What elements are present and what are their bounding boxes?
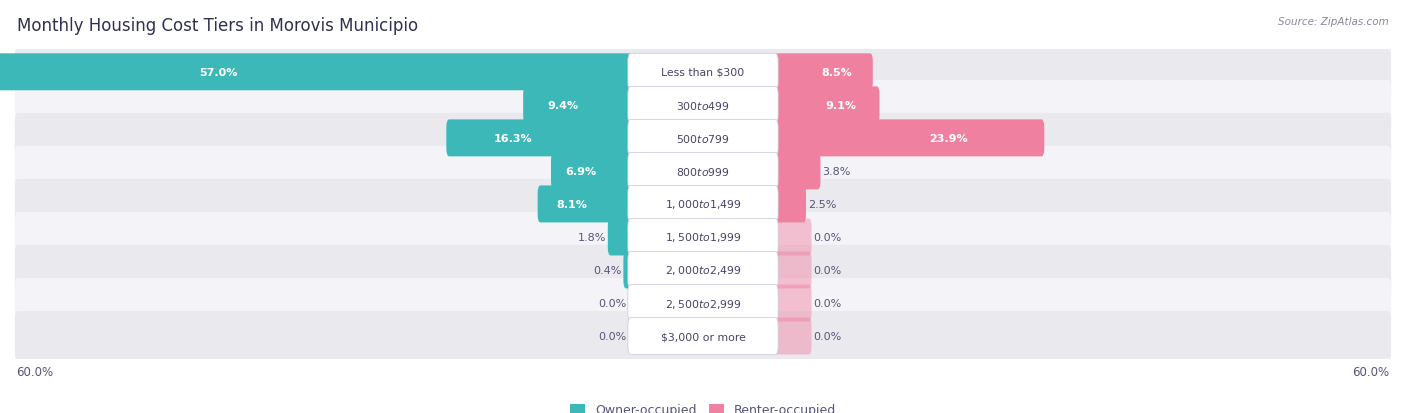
Text: $3,000 or more: $3,000 or more (661, 331, 745, 341)
Text: 0.0%: 0.0% (813, 265, 842, 275)
Text: $1,000 to $1,499: $1,000 to $1,499 (665, 198, 741, 211)
Text: $1,500 to $1,999: $1,500 to $1,999 (665, 231, 741, 244)
FancyBboxPatch shape (773, 153, 821, 190)
FancyBboxPatch shape (15, 212, 1391, 262)
Text: 9.1%: 9.1% (825, 101, 856, 111)
Text: 0.0%: 0.0% (813, 298, 842, 308)
FancyBboxPatch shape (628, 153, 778, 190)
Text: 0.0%: 0.0% (813, 331, 842, 341)
FancyBboxPatch shape (607, 219, 633, 256)
FancyBboxPatch shape (773, 285, 811, 322)
FancyBboxPatch shape (628, 120, 778, 157)
Text: 0.0%: 0.0% (598, 331, 626, 341)
FancyBboxPatch shape (551, 153, 633, 190)
Text: 23.9%: 23.9% (929, 133, 967, 144)
FancyBboxPatch shape (773, 120, 1045, 157)
FancyBboxPatch shape (15, 114, 1391, 164)
Text: Monthly Housing Cost Tiers in Morovis Municipio: Monthly Housing Cost Tiers in Morovis Mu… (17, 17, 418, 34)
FancyBboxPatch shape (628, 186, 778, 223)
Text: 9.4%: 9.4% (547, 101, 578, 111)
FancyBboxPatch shape (15, 311, 1391, 361)
FancyBboxPatch shape (446, 120, 633, 157)
FancyBboxPatch shape (773, 87, 880, 124)
FancyBboxPatch shape (15, 278, 1391, 328)
FancyBboxPatch shape (773, 54, 873, 91)
Text: Source: ZipAtlas.com: Source: ZipAtlas.com (1278, 17, 1389, 26)
Text: 16.3%: 16.3% (494, 133, 531, 144)
FancyBboxPatch shape (773, 219, 811, 256)
FancyBboxPatch shape (523, 87, 633, 124)
Text: 2.5%: 2.5% (807, 199, 837, 209)
FancyBboxPatch shape (773, 252, 811, 289)
FancyBboxPatch shape (628, 219, 778, 256)
FancyBboxPatch shape (15, 147, 1391, 197)
FancyBboxPatch shape (537, 186, 633, 223)
FancyBboxPatch shape (628, 54, 778, 91)
FancyBboxPatch shape (628, 87, 778, 124)
Text: 8.1%: 8.1% (557, 199, 588, 209)
Text: 0.0%: 0.0% (598, 298, 626, 308)
FancyBboxPatch shape (628, 252, 778, 289)
Text: 3.8%: 3.8% (823, 166, 851, 176)
Legend: Owner-occupied, Renter-occupied: Owner-occupied, Renter-occupied (565, 398, 841, 413)
FancyBboxPatch shape (628, 285, 778, 322)
FancyBboxPatch shape (15, 179, 1391, 230)
Text: 0.4%: 0.4% (593, 265, 621, 275)
Text: $500 to $799: $500 to $799 (676, 133, 730, 145)
FancyBboxPatch shape (15, 47, 1391, 97)
FancyBboxPatch shape (15, 81, 1391, 131)
FancyBboxPatch shape (773, 318, 811, 355)
FancyBboxPatch shape (623, 252, 633, 289)
FancyBboxPatch shape (15, 245, 1391, 295)
FancyBboxPatch shape (628, 318, 778, 355)
FancyBboxPatch shape (0, 54, 633, 91)
Text: $300 to $499: $300 to $499 (676, 100, 730, 112)
Text: $2,500 to $2,999: $2,500 to $2,999 (665, 297, 741, 310)
FancyBboxPatch shape (773, 186, 806, 223)
Text: Less than $300: Less than $300 (661, 68, 745, 78)
Text: 8.5%: 8.5% (821, 68, 852, 78)
Text: 57.0%: 57.0% (198, 68, 238, 78)
Text: 6.9%: 6.9% (565, 166, 596, 176)
Text: $800 to $999: $800 to $999 (676, 166, 730, 178)
Text: 1.8%: 1.8% (578, 233, 606, 242)
Text: 0.0%: 0.0% (813, 233, 842, 242)
Text: $2,000 to $2,499: $2,000 to $2,499 (665, 264, 741, 277)
